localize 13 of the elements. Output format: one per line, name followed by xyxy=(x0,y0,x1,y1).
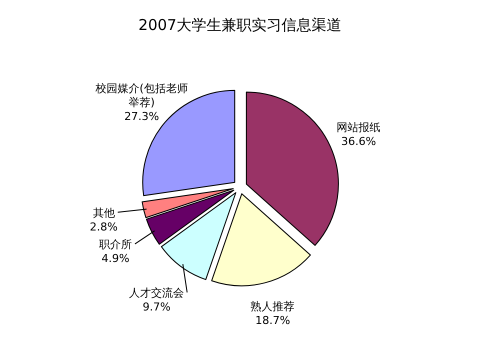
slice-label: 职介所 xyxy=(98,238,132,251)
data-label: 18.7% xyxy=(255,314,290,327)
data-label: 2.8% xyxy=(90,220,118,234)
slice-label: 人才交流会 xyxy=(129,286,184,300)
data-label: 4.9% xyxy=(101,252,130,265)
slice-label: 校园媒介(包括老师举荐) xyxy=(94,82,188,109)
data-label: 27.3% xyxy=(124,110,160,123)
slice-label: 熟人推荐 xyxy=(250,300,295,313)
data-label: 36.6% xyxy=(341,134,376,148)
slice-label: 网站报纸 xyxy=(336,120,381,134)
data-label: 9.7% xyxy=(142,300,171,314)
slice-label: 其他 xyxy=(92,206,115,220)
chart-title: 2007大学生兼职实习信息渠道 xyxy=(138,16,342,34)
